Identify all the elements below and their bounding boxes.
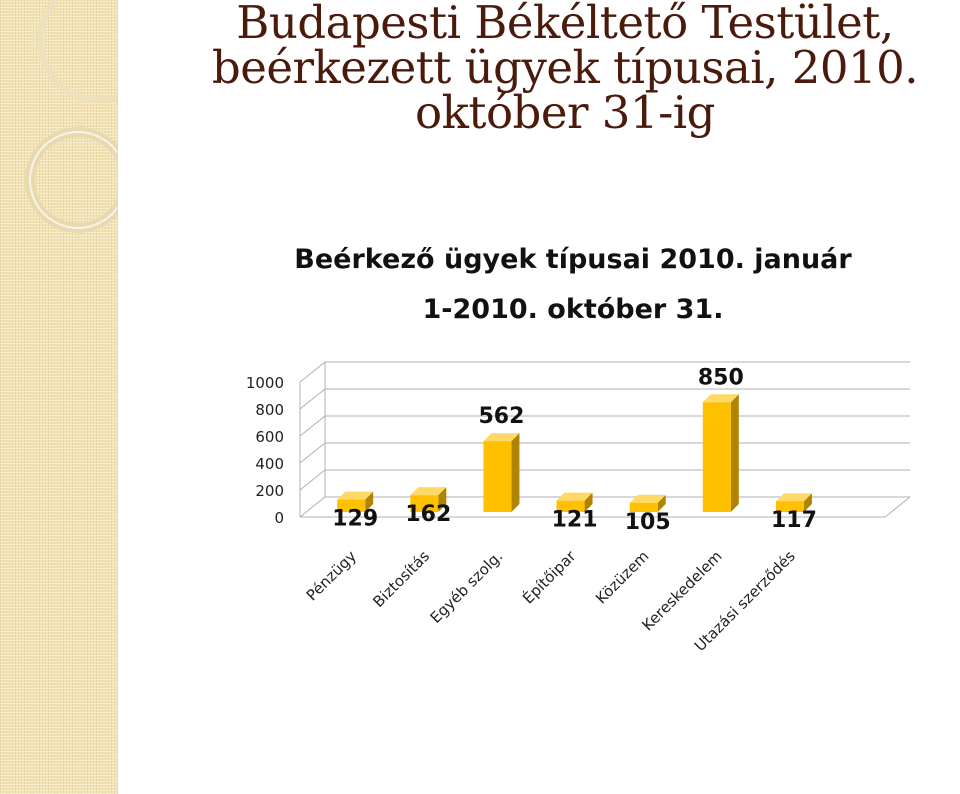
bar (629, 502, 658, 512)
y-tick-label: 1000 (246, 374, 284, 392)
chart-title-line-2: 1-2010. október 31. (423, 294, 724, 325)
slide-title-line-2: beérkezett ügyek típusai, 2010. (211, 41, 919, 94)
data-label: 562 (478, 404, 524, 429)
y-tick-label: 800 (255, 401, 284, 419)
bar-side (803, 493, 812, 512)
decorative-side-strip (0, 0, 118, 794)
y-tick-label: 0 (274, 509, 284, 527)
bar-top (556, 492, 593, 501)
bar-side (511, 433, 520, 512)
slide-title: Budapesti Békéltető Testület, beérkezett… (200, 0, 930, 135)
y-tick-label: 600 (255, 428, 284, 446)
data-labels: 129 162 562 121 105 850 117 (332, 365, 817, 535)
data-label: 117 (771, 508, 817, 533)
bar-side (730, 394, 739, 512)
bar-top (775, 493, 812, 502)
bar-top (629, 494, 666, 503)
bar-chart: Beérkező ügyek típusai 2010. január 1-20… (246, 244, 911, 655)
bar (556, 500, 585, 512)
bar (410, 495, 439, 512)
x-tick-label: Biztosítás (369, 547, 433, 611)
chart-bars (337, 394, 812, 512)
x-tick-label: Építőipar (518, 546, 580, 608)
y-tick-label: 400 (255, 455, 284, 473)
bar (483, 441, 512, 512)
x-tick-label: Egyéb szolg. (427, 547, 507, 627)
data-label: 850 (698, 365, 744, 390)
bar-side (657, 494, 666, 512)
data-label: 121 (552, 508, 598, 533)
bar-side (365, 491, 374, 512)
chart-title-line-1: Beérkező ügyek típusai 2010. január (294, 244, 852, 275)
y-tick-label: 200 (255, 482, 284, 500)
ring-decoration-icon (25, 0, 117, 233)
bar (702, 402, 731, 512)
bar-top (702, 394, 739, 403)
bar-top (483, 433, 520, 442)
x-tick-label: Pénzügy (303, 547, 360, 604)
bar (775, 501, 804, 512)
y-axis-ticks: 0 200 400 600 800 1000 (246, 374, 284, 527)
slide-title-line-1: Budapesti Békéltető Testület, (236, 0, 894, 49)
data-label: 129 (332, 507, 378, 532)
slide-title-line-3: október 31-ig (415, 86, 715, 139)
bar-side (584, 492, 593, 512)
bar-side (438, 487, 447, 512)
chart-grid (299, 361, 911, 518)
bar-top (410, 487, 447, 496)
x-tick-label: Közüzem (592, 547, 652, 607)
data-label: 105 (625, 510, 671, 535)
bar-top (337, 491, 374, 500)
bar (337, 499, 366, 512)
data-label: 162 (405, 502, 451, 527)
